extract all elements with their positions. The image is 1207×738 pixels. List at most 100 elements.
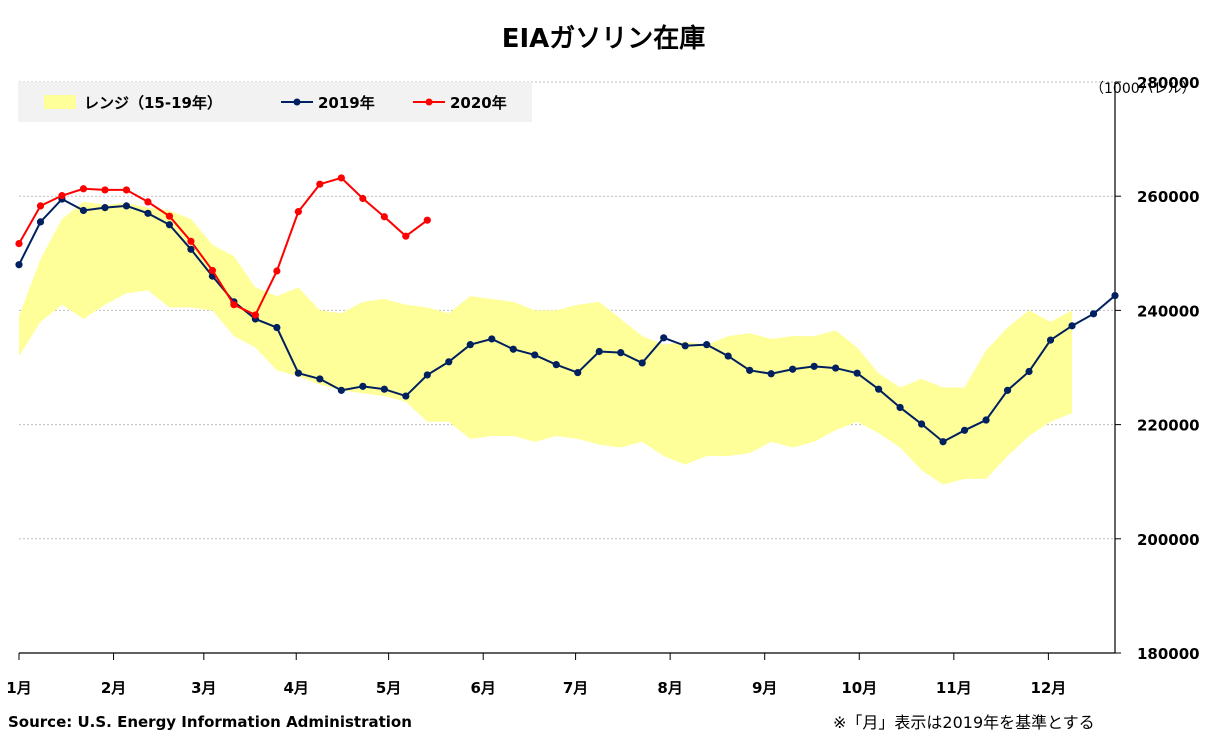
series-point	[1068, 322, 1076, 330]
series-point	[638, 359, 646, 367]
series-point	[122, 186, 131, 194]
series-point	[531, 351, 539, 359]
series-point	[810, 362, 818, 370]
series-point	[208, 266, 217, 275]
series-point	[251, 311, 259, 319]
series-point	[273, 267, 281, 275]
series-point	[423, 371, 431, 379]
legend-2020-marker	[425, 98, 433, 106]
series-point	[1111, 291, 1119, 300]
series-point	[316, 180, 324, 188]
series-layer	[15, 174, 1119, 446]
series-point	[681, 342, 689, 350]
x-tick-label: 7月	[563, 679, 588, 697]
series-point	[917, 420, 926, 428]
series-point	[337, 386, 345, 394]
series-point	[79, 185, 88, 193]
series-point	[101, 186, 109, 194]
x-tick-label: 3月	[191, 679, 216, 697]
series-point	[380, 213, 388, 221]
series-point	[853, 369, 861, 377]
x-tick-label: 4月	[284, 679, 309, 697]
series-point	[724, 352, 732, 360]
legend-label-range: レンジ（15-19年）	[84, 94, 222, 112]
series-point	[960, 426, 969, 434]
range-band-layer	[19, 201, 1073, 485]
y-tick-label: 200000	[1137, 531, 1200, 549]
series-point	[617, 349, 625, 357]
series-line	[18, 197, 1116, 443]
series-0	[15, 195, 1119, 446]
legend-label-2020: 2020年	[450, 94, 507, 112]
x-tick-label: 9月	[752, 679, 777, 697]
x-tick-label: 11月	[936, 679, 972, 697]
legend-label-2019: 2019年	[318, 94, 375, 112]
x-tick-label: 6月	[470, 679, 495, 697]
y-axis-unit-label: （1000バレル）	[1090, 81, 1196, 97]
series-point	[79, 206, 88, 215]
legend-range-swatch	[44, 95, 76, 109]
series-point	[165, 212, 174, 220]
series-point	[337, 174, 345, 182]
axes: 180000 200000 220000 240000 260000 280000 1月 2月…	[6, 74, 1199, 697]
y-tick-label: 240000	[1137, 302, 1200, 320]
series-point	[359, 382, 367, 390]
series-point	[294, 208, 302, 216]
series-point	[402, 392, 410, 400]
series-point	[36, 202, 45, 210]
series-point	[939, 438, 947, 446]
series-point	[122, 202, 131, 210]
series-point	[380, 385, 388, 393]
chart-title: EIAガソリン在庫	[501, 24, 706, 54]
series-point	[466, 341, 474, 349]
series-point	[15, 261, 23, 269]
series-point	[896, 403, 904, 412]
x-tick-label: 8月	[657, 679, 682, 697]
month-basis-note: ※「月」表示は2019年を基準とする	[833, 713, 1095, 732]
series-point	[423, 216, 431, 224]
series-point	[746, 366, 754, 374]
series-point	[144, 209, 152, 217]
series-point	[230, 301, 238, 309]
y-tick-label: 220000	[1137, 417, 1200, 435]
series-point	[982, 416, 990, 424]
legend-background	[18, 82, 532, 122]
series-point	[187, 237, 195, 245]
legend: レンジ（15-19年） 2019年 2020年	[18, 82, 532, 122]
series-point	[1025, 367, 1033, 376]
series-point	[789, 365, 797, 373]
series-point	[875, 385, 883, 393]
x-tick-label: 2月	[101, 679, 126, 697]
series-point	[144, 198, 152, 206]
series-point	[316, 375, 324, 383]
series-point	[273, 323, 281, 332]
series-point	[574, 369, 582, 377]
series-point	[832, 364, 840, 372]
x-tick-label: 12月	[1030, 679, 1066, 697]
y-tick-label: 180000	[1137, 645, 1200, 663]
series-point	[359, 194, 367, 203]
x-tick-label: 10月	[841, 679, 877, 697]
series-point	[402, 232, 410, 240]
series-point	[595, 347, 603, 356]
series-point	[294, 369, 302, 377]
y-tick-label: 260000	[1137, 188, 1200, 206]
series-1	[15, 174, 431, 319]
series-point	[488, 335, 496, 343]
series-point	[1089, 310, 1098, 318]
series-point	[509, 345, 517, 353]
series-point	[1003, 386, 1012, 394]
series-point	[552, 361, 560, 369]
series-point	[165, 221, 174, 229]
series-point	[703, 341, 711, 349]
series-point	[15, 239, 23, 248]
range-band	[19, 201, 1073, 485]
series-point	[187, 245, 195, 253]
x-tick-label: 5月	[376, 679, 401, 697]
source-note: Source: U.S. Energy Information Administ…	[8, 713, 412, 731]
x-tick-label: 1月	[6, 679, 31, 697]
series-point	[767, 370, 775, 378]
series-point	[58, 192, 66, 200]
series-point	[1046, 336, 1055, 344]
